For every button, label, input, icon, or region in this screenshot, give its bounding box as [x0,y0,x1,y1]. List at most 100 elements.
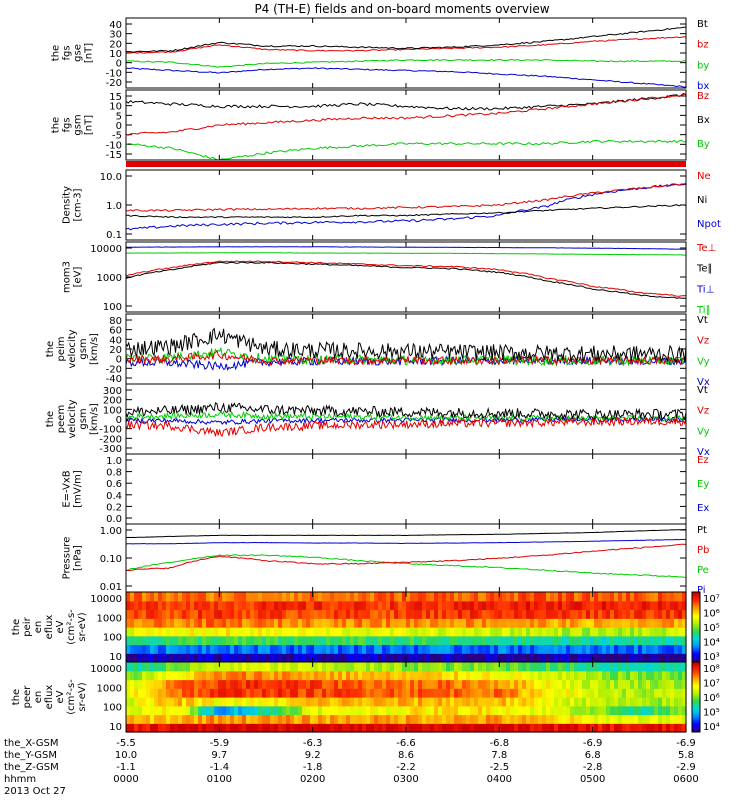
heatmap-cell [454,714,459,724]
panel-10: the peer en eflux eV (cm²-s-sr-eV)10000100010… [11,661,720,733]
heatmap-cell [426,600,431,611]
series-line-Pe [125,554,687,579]
heatmap-cell [622,688,627,698]
series-line-Ne [125,182,687,212]
heatmap-cell [678,697,683,707]
heatmap-cell [438,600,443,611]
y-tick-label: 20 [109,345,122,356]
heatmap-cell [662,618,667,628]
heatmap-cell [518,609,523,619]
heatmap-cell [250,688,255,698]
heatmap-cell [610,670,615,681]
y-tick-label: 0.2 [106,502,122,513]
heatmap-cell [182,592,187,602]
heatmap-cell [634,662,639,672]
heatmap-cell [286,592,291,602]
heatmap-cell [166,644,171,654]
y-tick-label: 15 [109,92,122,103]
heatmap-cell [350,635,355,646]
heatmap-cell [682,618,687,628]
heatmap-cell [186,644,191,654]
heatmap-cell [430,627,435,637]
heatmap-cell [338,714,343,724]
heatmap-cell [542,627,547,637]
heatmap-cell [622,714,627,724]
heatmap-cell [502,600,507,611]
heatmap-cell [314,635,319,646]
heatmap-cell [422,688,427,698]
heatmap-cell [506,670,511,681]
heatmap-cell [298,705,303,716]
heatmap-cell [522,679,527,689]
heatmap-cell [490,705,495,716]
heatmap-cell [162,627,167,637]
heatmap-cell [646,705,651,716]
heatmap-cell [338,653,343,663]
heatmap-cell [362,662,367,672]
heatmap-cell [598,627,603,637]
colorbar-step [692,669,700,672]
heatmap-cell [530,670,535,681]
heatmap-cell [278,688,283,698]
heatmap-cell [658,653,663,663]
colorbar-step [692,672,700,675]
heatmap-cell [226,644,231,654]
heatmap-cell [498,635,503,646]
heatmap-cell [406,723,411,733]
heatmap-cell [198,688,203,698]
heatmap-cell [438,662,443,672]
heatmap-cell [398,670,403,681]
heatmap-cell [438,635,443,646]
panel-frame [125,453,687,525]
heatmap-cell [310,618,315,628]
heatmap-cell [166,670,171,681]
heatmap-cell [506,644,511,654]
heatmap-cell [182,670,187,681]
heatmap-cell [190,618,195,628]
heatmap-cell [482,644,487,654]
heatmap-cell [262,653,267,663]
heatmap-cell [522,723,527,733]
heatmap-cell [126,697,131,707]
heatmap-cell [134,723,139,733]
heatmap-cell [542,653,547,663]
colorbar-step [692,620,700,623]
heatmap-cell [226,679,231,689]
heatmap-cell [658,644,663,654]
heatmap-cell [362,600,367,611]
heatmap-cell [190,679,195,689]
y-axis-label: [km/s] [89,333,100,365]
heatmap-cell [618,618,623,628]
colorbar-frame [691,661,701,733]
heatmap-cell [154,600,159,611]
legend-entry: Ey [697,479,709,490]
heatmap-cell [538,592,543,602]
heatmap-cell [666,723,671,733]
heatmap-cell [602,618,607,628]
heatmap-cell [554,635,559,646]
heatmap-cell [602,592,607,602]
heatmap-cell [238,688,243,698]
heatmap-cell [650,723,655,733]
heatmap-cell [662,644,667,654]
heatmap-cell [318,653,323,663]
heatmap-cell [142,662,147,672]
heatmap-cell [134,627,139,637]
heatmap-cell [582,609,587,619]
heatmap-cell [506,679,511,689]
heatmap-cell [630,600,635,611]
heatmap-cell [666,670,671,681]
heatmap-cell [186,627,191,637]
heatmap-cell [334,697,339,707]
heatmap-cell [494,670,499,681]
heatmap-cell [390,723,395,733]
heatmap-cell [518,705,523,716]
heatmap-cell [158,600,163,611]
heatmap-cell [630,705,635,716]
heatmap-cell [654,618,659,628]
heatmap-cell [438,644,443,654]
heatmap-cell [290,688,295,698]
heatmap-cell [218,688,223,698]
heatmap-cell [442,627,447,637]
